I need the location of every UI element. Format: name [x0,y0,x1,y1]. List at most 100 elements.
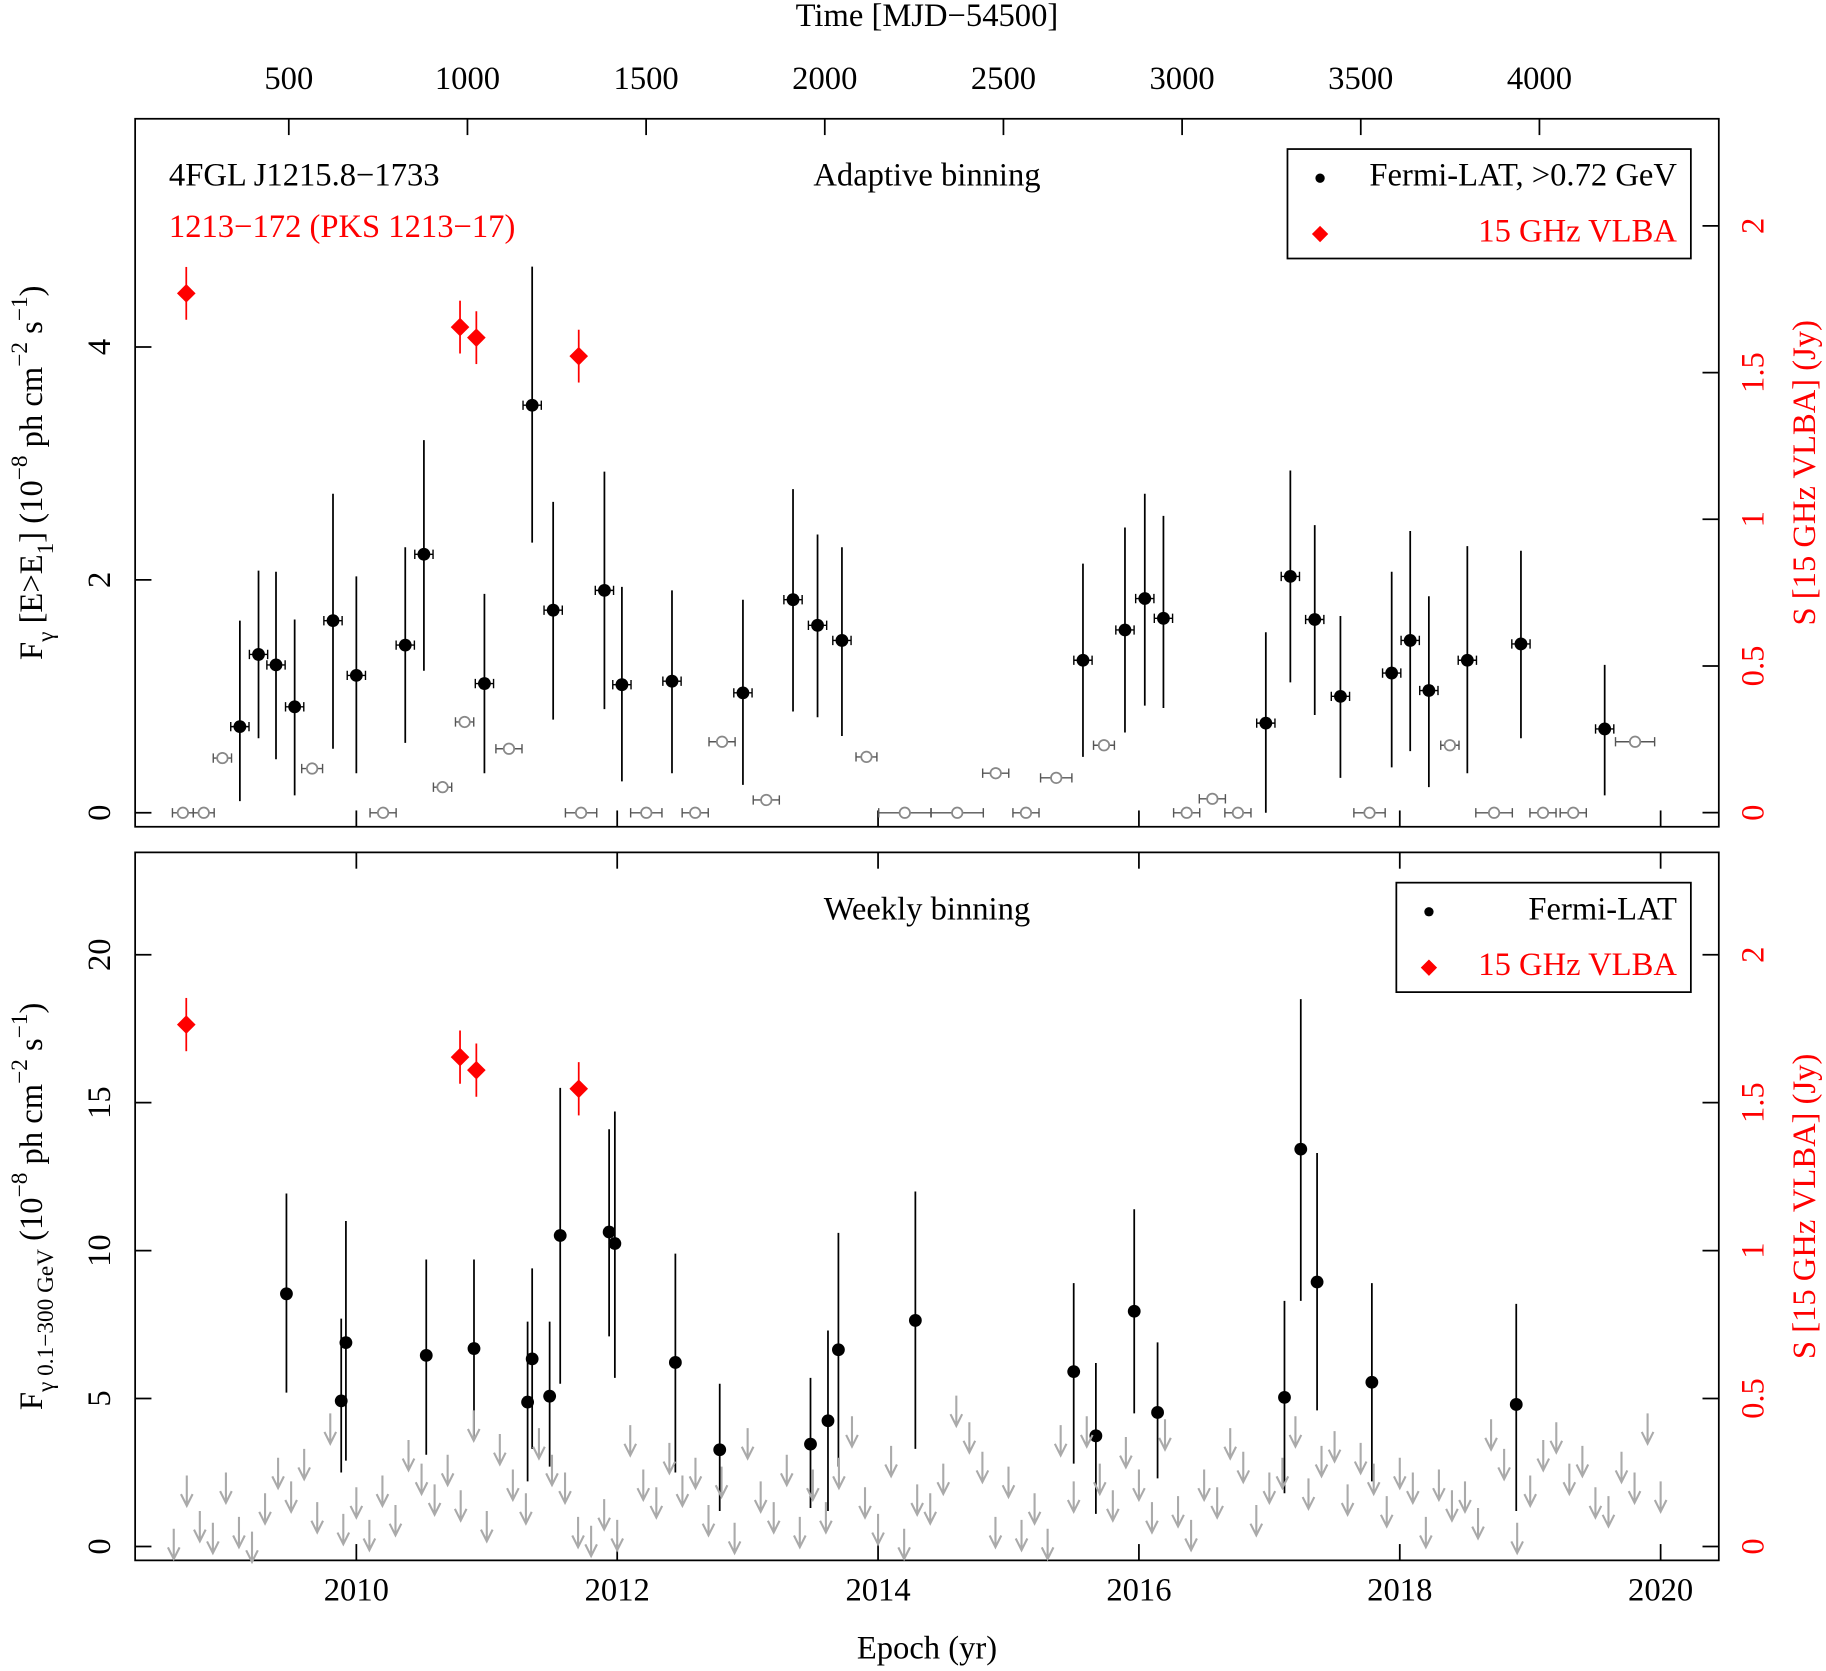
upper-limit-point [1536,806,1550,819]
legend-marker [1315,173,1325,183]
upper-limit-arrow [1184,1519,1198,1553]
y2-tick-label: 1.5 [1736,352,1772,393]
series [166,1395,1668,1565]
point [1138,592,1152,605]
point [821,1414,835,1428]
upper-limit-arrow [1197,1469,1211,1503]
series [230,266,1615,813]
upper-limit-arrow [480,1510,494,1544]
point [602,1225,616,1239]
y-axis-label-part: ) [14,1003,50,1014]
x-tick-label: 2016 [1106,1572,1171,1608]
diamond-point [450,317,470,337]
upper-limit-point [197,806,210,819]
upper-limit-arrow [1262,1472,1277,1506]
upper-limit-arrow [1001,1466,1016,1500]
point [1310,1275,1324,1289]
y-tick-label: 15 [82,1086,118,1119]
upper-limit-arrow [506,1469,520,1503]
upper-limit-arrow [1340,1484,1355,1517]
upper-limit-arrow [819,1502,833,1535]
y2-tick-label: 0 [1736,1538,1772,1554]
upper-limit-arrow [1393,1457,1407,1491]
point [525,1352,539,1366]
upper-limit-arrow [1445,1490,1459,1523]
point [832,1343,845,1357]
point [521,1395,535,1409]
upper-limit-arrow [1588,1487,1603,1520]
point [419,1348,433,1362]
x2-tick-label: 3000 [1150,61,1215,97]
diamond-point [176,1015,196,1034]
upper-limit-arrow [493,1434,507,1467]
x2-tick-label: 500 [264,61,313,97]
upper-limit-arrow [323,1413,338,1446]
point [811,618,824,632]
upper-limit-arrow [401,1439,416,1473]
point [1514,637,1528,651]
point [1385,666,1399,680]
upper-limit-point [898,806,911,819]
y-tick-label: 4 [82,339,118,355]
point [615,678,629,692]
y-axis-label-part: F [14,1392,50,1410]
point [736,686,750,700]
y-axis-label-part: ) [14,286,50,297]
upper-limit-arrow [271,1457,285,1491]
y-axis-label-part: ph cm [14,367,50,456]
upper-limit-arrow [988,1516,1003,1550]
upper-limit-arrow [1171,1496,1185,1529]
upper-limit-arrow [1027,1493,1042,1526]
upper-limit-point [436,781,449,794]
plot-frame [134,851,1720,1562]
upper-limit-arrow [597,1499,611,1532]
upper-limit-arrow [1406,1472,1420,1506]
y-axis-label: Fγ [E>E1] (10−8 ph cm−2 s−1) [7,286,59,660]
point [1118,623,1132,637]
x2-tick-label: 4000 [1507,61,1572,97]
upper-limit-arrow [1549,1422,1564,1455]
upper-limit-arrow [1301,1478,1316,1512]
plot-frame [134,117,1720,828]
upper-limit-arrow [1484,1419,1498,1452]
upper-limit-arrow [1575,1445,1590,1479]
upper-limit-arrow [662,1442,677,1476]
upper-limit-arrow [649,1487,664,1520]
point [252,648,265,661]
upper-limit-arrow [1353,1442,1368,1476]
upper-limit-arrow [936,1463,951,1497]
upper-limit-arrow [623,1425,638,1458]
upper-limit-point [951,806,964,819]
point [1151,1406,1164,1419]
x2-tick-label: 1000 [435,61,500,97]
y-axis-label-part: s [14,321,50,342]
upper-limit-arrow [440,1454,455,1488]
point [280,1287,293,1301]
y2-tick-label: 0.5 [1736,646,1772,687]
point [608,1237,622,1250]
legend-label: Fermi-LAT [1528,891,1677,927]
x2-tick-label: 3500 [1328,61,1393,97]
upper-limit-arrow [388,1505,403,1538]
upper-limit-arrow [1471,1508,1485,1541]
upper-limit-arrow [349,1487,364,1520]
upper-limit-point [1206,792,1219,805]
x2-tick-label: 2000 [792,61,857,97]
upper-limit-arrow [193,1510,207,1544]
point [1334,689,1347,703]
upper-limit-point [1050,771,1063,784]
upper-limit-point [574,806,588,819]
point [835,634,849,647]
point [713,1443,727,1457]
legend: Fermi-LAT 15 GHz VLBA [1395,881,1692,993]
y2-tick-label: 2 [1736,218,1772,234]
upper-limit-point [1019,806,1033,819]
point [1308,613,1322,626]
point [786,593,800,607]
upper-limit-arrow [1040,1528,1055,1562]
y2-tick-label: 1.5 [1736,1082,1772,1123]
upper-limit-point [306,762,319,775]
y-axis-label-part: −8 [7,455,33,480]
upper-limit-arrow [1119,1437,1133,1470]
